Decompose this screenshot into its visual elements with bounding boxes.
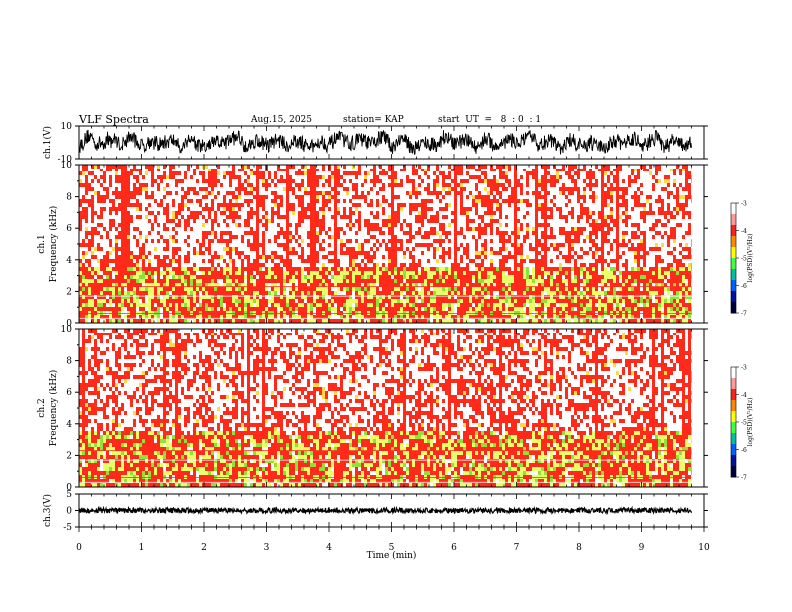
spectrogram-ch2 xyxy=(79,329,692,487)
station-label: station= KAP xyxy=(343,115,404,125)
colorbar-spectrogram-ch1: -3 -4 -5 -6 -7 log(PSD)(V²/Hz) xyxy=(730,201,754,318)
y-tick-label-spectrogram-ch2: 10 xyxy=(61,325,73,335)
y-tick-label-waveform-ch1: 10 xyxy=(61,122,73,132)
waveform-ch1 xyxy=(78,129,692,156)
y-tick-label-spectrogram-ch1: 10 xyxy=(61,161,73,171)
colorbar-spectrogram-ch2: -3 -4 -5 -6 -7 log(PSD)(V²/Hz) xyxy=(730,365,754,482)
y-tick-label-waveform-ch3: -5 xyxy=(63,523,72,533)
x-tick-label: 10 xyxy=(698,543,710,553)
x-tick-label: 8 xyxy=(576,543,582,553)
y-axis-label-waveform-ch1: ch.1(V) xyxy=(42,126,53,159)
spectrogram-ch1 xyxy=(79,165,692,323)
y-tick-label-spectrogram-ch2: 4 xyxy=(66,420,72,430)
y-axis-label-spectrogram-ch2: ch.2 xyxy=(37,398,47,417)
y-tick-label-spectrogram-ch1: 4 xyxy=(66,256,72,266)
y-tick-label-spectrogram-ch1: 0 xyxy=(66,319,72,329)
y-axis-label-waveform-ch3: ch.3(V) xyxy=(42,494,53,527)
y-tick-label-spectrogram-ch2: 2 xyxy=(66,451,72,461)
x-tick-label: 4 xyxy=(326,543,332,553)
y-axis-label-spectrogram-ch2: Frequency (kHz) xyxy=(48,370,59,447)
colorbar-tick-label: -5 xyxy=(741,256,747,263)
y-tick-label-spectrogram-ch2: 8 xyxy=(66,357,72,367)
y-tick-label-spectrogram-ch2: 6 xyxy=(66,388,72,398)
colorbar-tick-label: -4 xyxy=(741,392,747,399)
x-tick-label: 0 xyxy=(76,543,82,553)
x-tick-label: 6 xyxy=(451,543,457,553)
plot-title: VLF Spectra xyxy=(79,113,149,126)
colorbar-tick-label: -5 xyxy=(741,420,747,427)
colorbar-label: log(PSD)(V²/Hz) xyxy=(747,398,754,447)
x-tick-label: 2 xyxy=(201,543,207,553)
y-tick-label-waveform-ch3: 5 xyxy=(66,490,72,500)
colorbar-tick-label: -6 xyxy=(741,283,747,290)
colorbar-tick-label: -7 xyxy=(741,311,747,318)
colorbar-tick-label: -7 xyxy=(741,475,747,482)
x-tick-label: 7 xyxy=(514,543,520,553)
colorbar-tick-label: -3 xyxy=(741,365,747,372)
x-tick-label: 9 xyxy=(639,543,645,553)
y-axis-label-spectrogram-ch1: ch.1 xyxy=(37,234,47,253)
date-label: Aug.15, 2025 xyxy=(251,115,312,125)
waveform-ch3 xyxy=(78,505,693,516)
x-tick-label: 3 xyxy=(264,543,270,553)
y-tick-label-spectrogram-ch2: 0 xyxy=(66,483,72,493)
colorbar-tick-label: -6 xyxy=(741,447,747,454)
colorbar-tick-label: -3 xyxy=(741,201,747,208)
x-tick-label: 1 xyxy=(139,543,145,553)
y-tick-label-spectrogram-ch1: 8 xyxy=(66,193,72,203)
y-axis-label-spectrogram-ch1: Frequency (kHz) xyxy=(48,206,59,283)
x-tick-label: 5 xyxy=(389,543,395,553)
y-tick-label-waveform-ch3: 0 xyxy=(66,507,72,517)
colorbar-tick-label: -4 xyxy=(741,228,747,235)
x-axis-label: Time (min) xyxy=(367,550,417,561)
y-tick-label-waveform-ch1: -10 xyxy=(58,155,73,165)
start-time-label: start UT = 8 : 0 : 1 xyxy=(438,115,542,125)
y-tick-label-spectrogram-ch1: 2 xyxy=(66,287,72,297)
y-tick-label-spectrogram-ch1: 6 xyxy=(66,224,72,234)
colorbar-label: log(PSD)(V²/Hz) xyxy=(747,234,754,283)
